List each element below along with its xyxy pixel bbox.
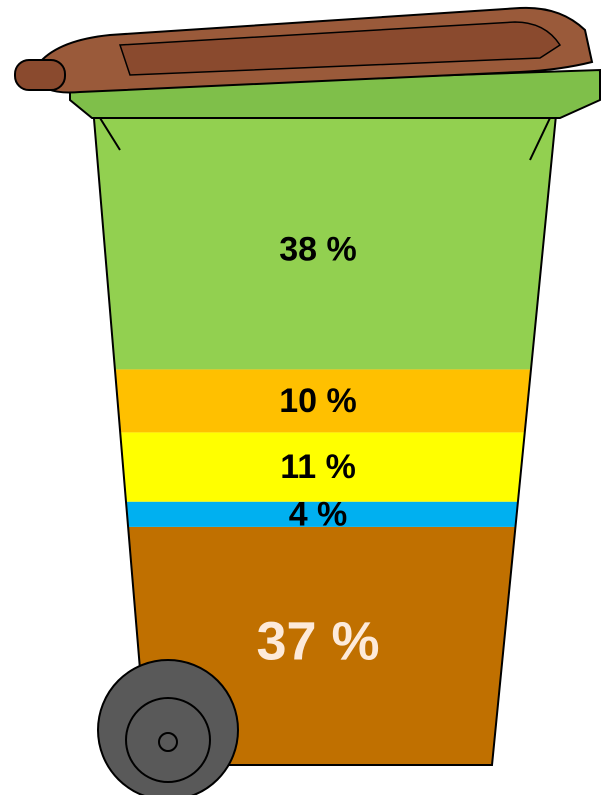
value-label: 37 % [256, 612, 379, 672]
value-label: 38 % [279, 231, 357, 269]
wheel [98, 660, 238, 795]
value-label: 10 % [279, 382, 357, 420]
bin-handle [15, 60, 65, 90]
value-label: 11 % [280, 448, 356, 486]
value-label: 4 % [289, 495, 348, 533]
chart: 37 % 4 % 11 % 10 % 38 % [0, 0, 609, 795]
